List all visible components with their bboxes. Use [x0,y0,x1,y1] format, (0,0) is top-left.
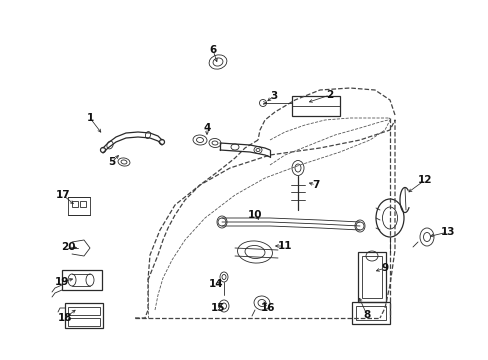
Bar [351,302,389,324]
Text: 4: 4 [203,123,210,133]
Text: 18: 18 [58,313,72,323]
Text: 3: 3 [270,91,277,101]
Bar [361,256,381,298]
Text: 13: 13 [440,227,454,237]
Bar [65,303,103,328]
Text: 14: 14 [208,279,223,289]
Text: 16: 16 [260,303,275,313]
Text: 7: 7 [312,180,319,190]
Text: 17: 17 [56,190,70,200]
Text: 6: 6 [209,45,216,55]
Text: 15: 15 [210,303,225,313]
Text: 19: 19 [55,277,69,287]
Bar [62,270,102,290]
Text: 12: 12 [417,175,431,185]
Text: 8: 8 [363,310,370,320]
Text: 9: 9 [381,263,388,273]
Text: 20: 20 [61,242,75,252]
Text: 1: 1 [86,113,93,123]
Text: 11: 11 [277,241,292,251]
Bar [72,201,78,207]
Bar [68,307,100,315]
Bar [80,201,86,207]
Bar [291,96,339,116]
Bar [68,197,90,215]
Text: 2: 2 [325,90,333,100]
Text: 5: 5 [108,157,115,167]
Text: 10: 10 [247,210,262,220]
Bar [68,318,100,326]
Bar [355,306,385,320]
Bar [357,252,385,302]
